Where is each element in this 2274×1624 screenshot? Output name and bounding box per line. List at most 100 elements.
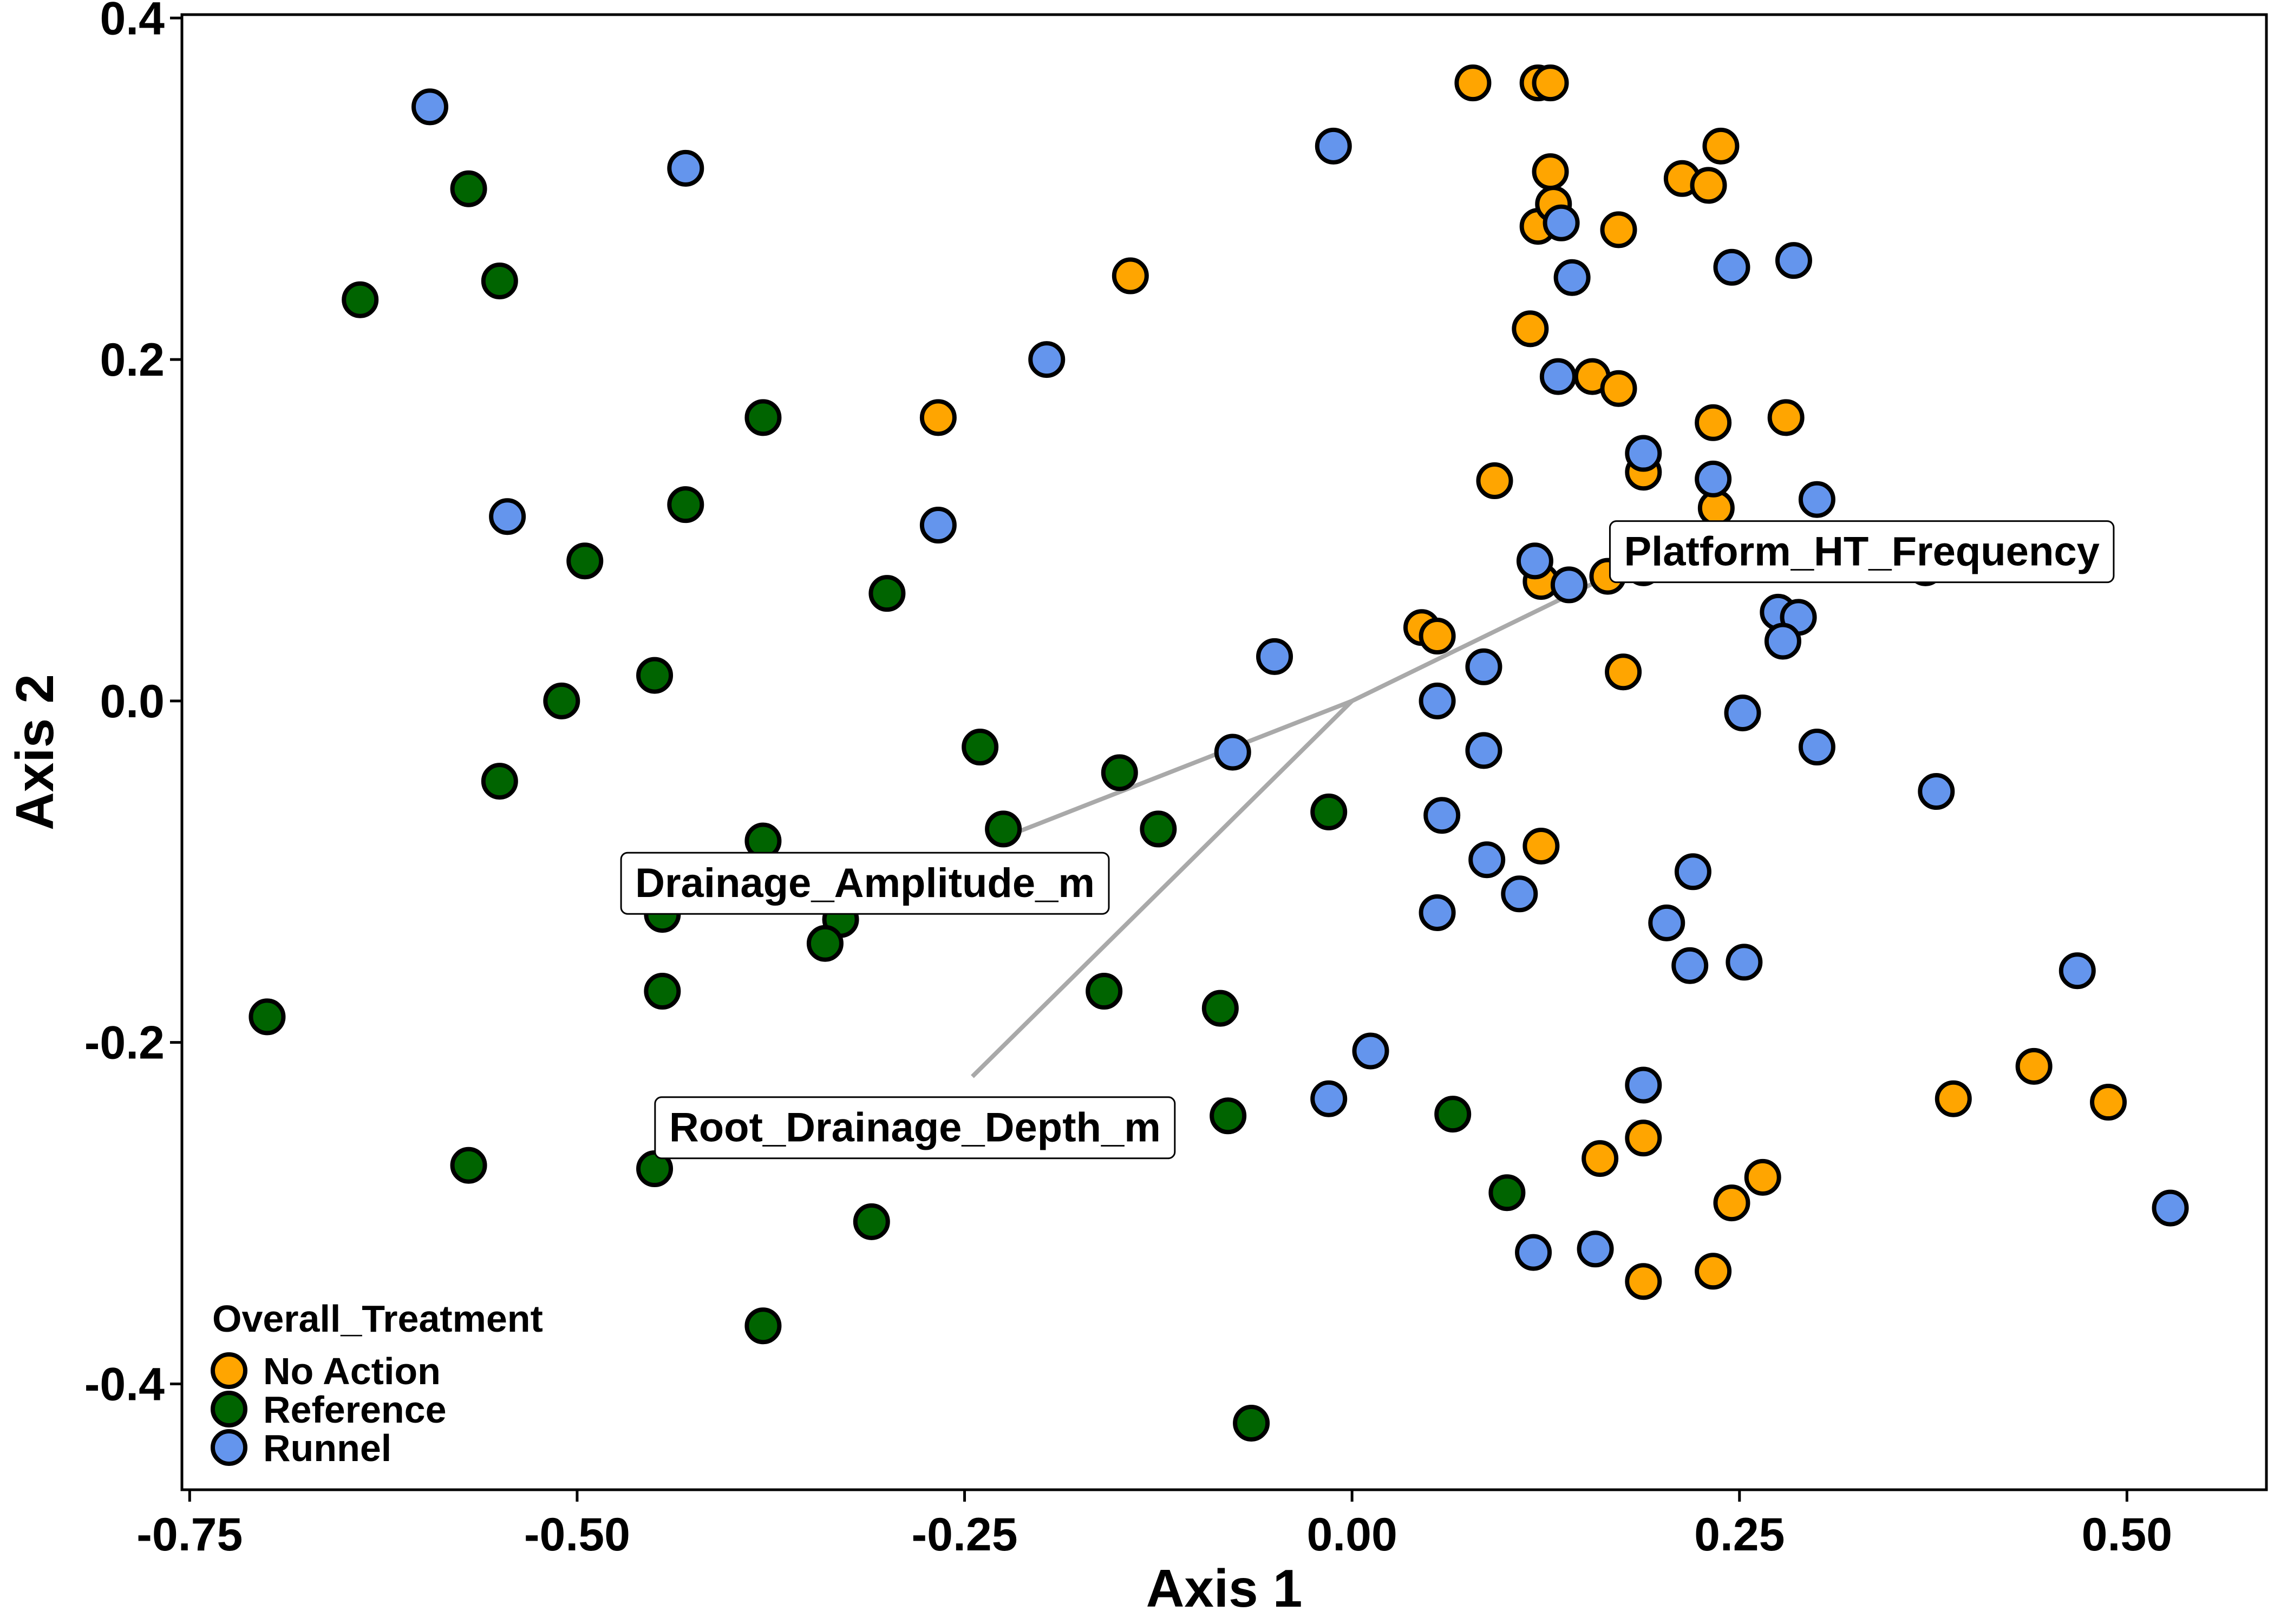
data-point [1310,1080,1348,1117]
data-point [1713,1184,1750,1222]
data-point [806,925,844,962]
x-tick-label: 0.00 [1306,1509,1397,1561]
data-point [985,810,1022,848]
data-point [1256,638,1293,675]
data-point [1465,648,1502,685]
vector-label-text: Root_Drainage_Depth_m [669,1105,1161,1151]
vector-label: Root_Drainage_Depth_m [654,1096,1176,1160]
data-point [962,729,999,766]
data-point [1798,481,1835,518]
vector-label-box [654,1096,1176,1160]
y-tick-label: 0.4 [100,0,165,44]
data-point [1465,732,1502,769]
data-point [1539,358,1577,395]
data-point [1086,973,1123,1010]
legend-entry: Reference [263,1389,447,1431]
data-point [2152,1189,2189,1227]
data-point [1600,370,1637,407]
data-point [1101,754,1138,791]
data-point [1419,894,1456,931]
data-point [1468,841,1506,879]
data-point [1674,853,1711,890]
data-point [1695,460,1732,497]
data-point [543,682,580,719]
y-tick-label: -0.2 [84,1017,165,1069]
data-point [1454,64,1492,102]
data-point [450,1147,487,1184]
vector-label: Platform_HT_Frequency [1609,520,2115,584]
data-point [1600,211,1637,248]
data-point [2059,952,2096,990]
data-point [1724,694,1761,731]
data-point [450,170,487,207]
vector-label-box [1609,520,2115,584]
data-point [1522,827,1560,865]
data-point [1512,310,1549,348]
data-point [1516,542,1553,580]
data-point [1140,810,1177,848]
data-point [1577,1230,1614,1268]
data-point [1028,341,1066,378]
data-point [1726,944,1763,981]
data-point [1310,793,1348,830]
data-point [566,542,604,580]
x-tick-label: -0.50 [524,1509,630,1561]
y-axis-title: Axis 2 [5,674,64,830]
data-point [1515,1234,1552,1271]
data-point [1935,1080,1972,1117]
data-point [1543,204,1580,241]
data-point [411,88,448,126]
data-point [1648,904,1685,941]
axes: -0.75 -0.50 -0.25 0.00 0.25 0.50 -0.4 -0.2 0.0 0.… [84,0,2172,1561]
data-point [636,657,674,694]
data-point [1352,1032,1389,1070]
legend-entry: No Action [263,1350,441,1392]
data-point [1488,1174,1526,1212]
data-point [1532,64,1569,102]
data-point [1625,1263,1662,1300]
x-axis-title: Axis 1 [1146,1558,1303,1618]
data-point [1419,682,1456,719]
data-point [1532,153,1569,191]
data-point [1233,1404,1270,1442]
vector-line [971,699,1354,1078]
data-point [1713,248,1750,286]
data-point [1419,618,1456,655]
data-point [1553,259,1591,296]
data-point [1434,1096,1472,1133]
data-point [667,149,704,187]
data-point [1775,242,1812,279]
vector-label-box [620,852,1110,915]
data-point [1625,435,1662,472]
data-point [1671,947,1709,984]
data-point [1210,1097,1247,1135]
data-point [667,486,704,523]
x-tick-label: 0.50 [2082,1509,2172,1561]
data-point [2090,1084,2127,1121]
legend-title: Overall_Treatment [212,1298,543,1340]
data-point [1767,399,1805,436]
data-point [481,263,518,300]
data-point [1550,566,1587,604]
data-point [481,763,518,800]
data-point [1315,127,1352,165]
data-point [342,281,379,318]
vector-label-text: Drainage_Amplitude_m [635,860,1095,906]
data-point [489,498,526,535]
data-points [249,64,2189,1442]
data-point [644,973,681,1010]
data-point [1476,462,1513,500]
data-point [1112,257,1149,294]
vector-labels: Platform_HT_Frequency Drainage_Amplitude_… [620,520,2115,1160]
vector-label-text: Platform_HT_Frequency [1624,529,2099,575]
y-tick-label: 0.0 [100,676,165,728]
vector-line [1002,699,1353,840]
y-tick-label: 0.2 [100,334,165,386]
data-point [1764,623,1801,660]
data-point [868,575,906,612]
data-point [919,399,957,436]
legend-key [211,1429,247,1466]
x-tick-label: 0.25 [1694,1509,1785,1561]
data-point [1690,167,1727,204]
